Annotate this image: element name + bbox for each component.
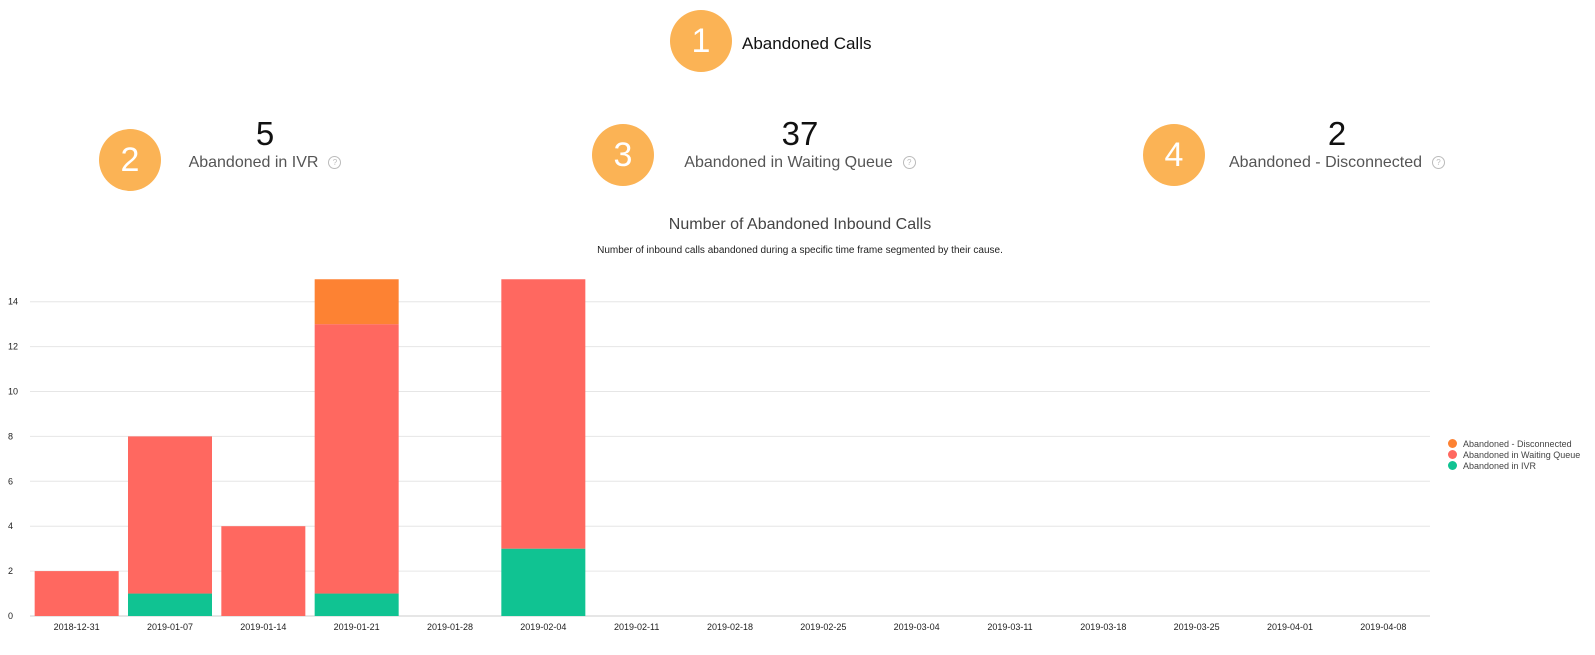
y-tick-label: 8	[8, 431, 13, 441]
legend-label: Abandoned in IVR	[1463, 460, 1537, 471]
x-tick-label: 2019-01-28	[427, 622, 473, 632]
kpi-value: 2	[1327, 115, 1347, 152]
bar-segment[interactable]	[501, 279, 586, 549]
x-tick-label: 2019-01-21	[334, 622, 380, 632]
kpi-value: 5	[255, 115, 275, 152]
x-tick-label: 2018-12-31	[54, 622, 100, 632]
x-tick-label: 2019-02-25	[800, 622, 846, 632]
question-circle-icon[interactable]: ?	[1432, 156, 1446, 170]
x-tick-label: 2019-01-07	[147, 622, 193, 632]
kpi-value: 37	[781, 115, 819, 152]
bar-segment[interactable]	[221, 526, 306, 616]
legend-label: Abandoned - Disconnected	[1463, 438, 1572, 449]
x-tick-label: 2019-03-25	[1174, 622, 1220, 632]
y-tick-label: 14	[8, 297, 18, 307]
kpi-label: Abandoned in IVR?	[180, 152, 350, 174]
y-tick-label: 2	[8, 566, 13, 576]
legend-item-ivr[interactable]: Abandoned in IVR	[1448, 460, 1580, 471]
bar-segment[interactable]	[34, 571, 119, 616]
legend-swatch-disconnected	[1448, 439, 1457, 448]
y-tick-label: 10	[8, 387, 18, 397]
legend-swatch-waiting-queue	[1448, 450, 1457, 459]
x-tick-label: 2019-03-04	[894, 622, 940, 632]
x-tick-label: 2019-03-18	[1080, 622, 1126, 632]
kpi-label: Abandoned in Waiting Queue?	[680, 152, 920, 174]
x-tick-label: 2019-04-01	[1267, 622, 1313, 632]
x-tick-label: 2019-01-14	[240, 622, 286, 632]
kpi-label: Abandoned - Disconnected?	[1222, 152, 1452, 174]
kpi-label-text: Abandoned in Waiting Queue	[684, 154, 893, 171]
y-tick-label: 0	[8, 611, 13, 621]
page-title: Abandoned Calls	[742, 34, 872, 53]
x-tick-label: 2019-02-18	[707, 622, 753, 632]
x-tick-label: 2019-03-11	[987, 622, 1032, 632]
kpi-label-text: Abandoned in IVR	[188, 154, 319, 171]
x-tick-label: 2019-02-11	[614, 622, 659, 632]
kpi-waiting-queue: 37 Abandoned in Waiting Queue?	[680, 116, 920, 174]
header-badge: 1	[670, 10, 732, 72]
chart-legend: Abandoned - Disconnected Abandoned in Wa…	[1448, 438, 1580, 471]
kpi-badge-waiting-queue: 3	[592, 124, 654, 186]
kpi-badge-disconnected: 4	[1143, 124, 1205, 186]
kpi-badge-ivr: 2	[99, 129, 161, 191]
y-tick-label: 6	[8, 476, 13, 486]
y-tick-label: 12	[8, 342, 18, 352]
x-tick-label: 2019-04-08	[1360, 622, 1406, 632]
question-circle-icon[interactable]: ?	[902, 156, 916, 170]
legend-item-disconnected[interactable]: Abandoned - Disconnected	[1448, 438, 1580, 449]
question-circle-icon[interactable]: ?	[328, 156, 342, 170]
x-tick-label: 2019-02-04	[520, 622, 566, 632]
legend-label: Abandoned in Waiting Queue	[1463, 449, 1581, 460]
bar-segment[interactable]	[128, 436, 212, 594]
kpi-disconnected: 2 Abandoned - Disconnected?	[1222, 116, 1452, 174]
chart-subtitle: Number of inbound calls abandoned during…	[597, 245, 1003, 256]
bar-segment[interactable]	[128, 593, 212, 616]
legend-item-waiting-queue[interactable]: Abandoned in Waiting Queue	[1448, 449, 1580, 460]
chart-title: Number of Abandoned Inbound Calls	[668, 216, 932, 233]
bar-segment[interactable]	[501, 548, 586, 616]
legend-swatch-ivr	[1448, 461, 1457, 470]
bar-segment[interactable]	[314, 593, 399, 616]
kpi-label-text: Abandoned - Disconnected	[1228, 154, 1423, 171]
kpi-ivr: 5 Abandoned in IVR?	[180, 116, 350, 174]
bar-segment[interactable]	[314, 324, 399, 594]
bar-segment[interactable]	[314, 279, 399, 325]
y-tick-label: 4	[8, 521, 13, 531]
